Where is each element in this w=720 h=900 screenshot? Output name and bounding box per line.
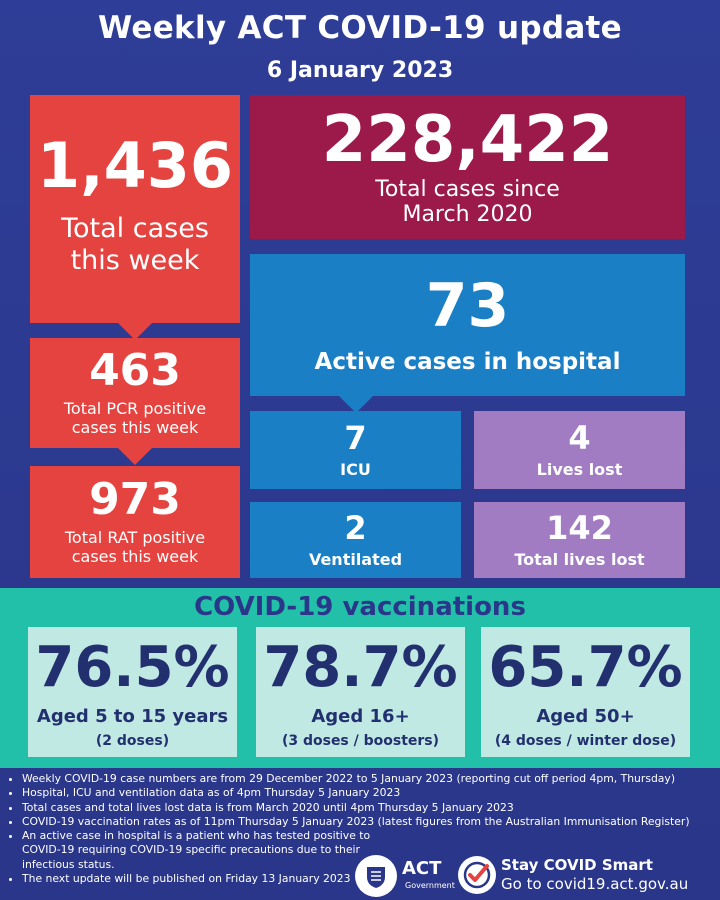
checkmark-icon	[458, 856, 496, 894]
footnote-item: Weekly COVID-19 case numbers are from 29…	[22, 772, 712, 786]
footnote-item: COVID-19 vaccination rates as of 11pm Th…	[22, 815, 712, 829]
lives-lost-value: 4	[568, 418, 591, 457]
vaccination-doses: (2 doses)	[95, 732, 170, 749]
icu-panel: 7 ICU	[250, 411, 461, 489]
weekly-cases-panel: 1,436 Total cases this week	[30, 95, 240, 323]
weekly-cases-value: 1,436	[36, 128, 234, 202]
rat-cases-panel: 973 Total RAT positive cases this week	[30, 466, 240, 578]
footnote-item: The next update will be published on Fri…	[22, 872, 712, 886]
footnote-item: An active case in hospital is a patient …	[22, 829, 712, 872]
lives-lost-panel: 4 Lives lost	[474, 411, 685, 489]
vaccination-percentage: 78.7%	[263, 634, 458, 700]
hospital-active-value: 73	[425, 270, 510, 341]
ventilated-label: Ventilated	[308, 549, 403, 569]
page-date: 6 January 2023	[266, 58, 454, 83]
rat-cases-label-line2: cases this week	[71, 547, 199, 566]
vaccination-age-group: Aged 16+	[311, 705, 410, 727]
arrow-down-icon	[117, 447, 153, 465]
pcr-cases-label-line1: Total PCR positive	[63, 399, 207, 419]
rat-cases-label-line1: Total RAT positive	[64, 528, 206, 548]
footnote-item: Hospital, ICU and ventilation data as of…	[22, 786, 712, 800]
total-lives-lost-label: Total lives lost	[514, 549, 645, 569]
act-logo-subtext: Government	[405, 881, 455, 890]
vaccination-doses: (3 doses / boosters)	[281, 732, 440, 749]
total-lives-lost-panel: 142 Total lives lost	[474, 502, 685, 578]
total-since-value: 228,422	[321, 103, 614, 178]
lives-lost-label: Lives lost	[536, 459, 623, 479]
weekly-cases-label-line2: this week	[70, 245, 200, 276]
pcr-cases-label-line2: cases this week	[71, 418, 199, 437]
checkmark-shape	[463, 861, 491, 889]
act-logo-text: ACT	[402, 858, 442, 879]
act-crest-icon	[355, 855, 397, 897]
total-since-label-line1: Total cases since	[375, 177, 560, 203]
weekly-cases-label-line1: Total cases	[61, 212, 209, 244]
total-lives-lost-value: 142	[546, 508, 613, 547]
total-since-label-line2: March 2020	[402, 201, 533, 227]
ventilated-value: 2	[344, 508, 367, 547]
vaccination-age-group: Aged 5 to 15 years	[36, 705, 229, 727]
crest-shape	[367, 867, 385, 888]
hospital-active-label: Active cases in hospital	[314, 348, 621, 375]
total-since-panel: 228,422 Total cases since March 2020	[250, 95, 685, 239]
vaccination-card: 78.7% Aged 16+ (3 doses / boosters)	[256, 627, 465, 757]
icu-value: 7	[344, 418, 367, 457]
pcr-cases-value: 463	[89, 345, 181, 397]
footnotes-list: Weekly COVID-19 case numbers are from 29…	[8, 772, 712, 886]
ventilated-panel: 2 Ventilated	[250, 502, 461, 578]
arrow-down-icon	[338, 395, 374, 413]
rat-cases-value: 973	[89, 474, 181, 526]
vaccination-card: 65.7% Aged 50+ (4 doses / winter dose)	[481, 627, 690, 757]
stay-covid-smart-label: Stay COVID Smart	[501, 856, 653, 874]
vaccination-percentage: 76.5%	[35, 634, 230, 700]
footnote-item: Total cases and total lives lost data is…	[22, 801, 712, 815]
vaccinations-title: COVID-19 vaccinations	[194, 592, 526, 622]
pcr-cases-panel: 463 Total PCR positive cases this week	[30, 338, 240, 448]
vaccination-card: 76.5% Aged 5 to 15 years (2 doses)	[28, 627, 237, 757]
arrow-down-icon	[117, 322, 153, 340]
hospital-panel: 73 Active cases in hospital	[250, 254, 685, 396]
vaccination-age-group: Aged 50+	[536, 705, 635, 727]
page-title: Weekly ACT COVID-19 update	[98, 10, 622, 46]
vaccination-percentage: 65.7%	[488, 634, 683, 700]
vaccination-doses: (4 doses / winter dose)	[494, 732, 677, 749]
website-link[interactable]: Go to covid19.act.gov.au	[501, 875, 689, 893]
icu-label: ICU	[340, 459, 371, 479]
